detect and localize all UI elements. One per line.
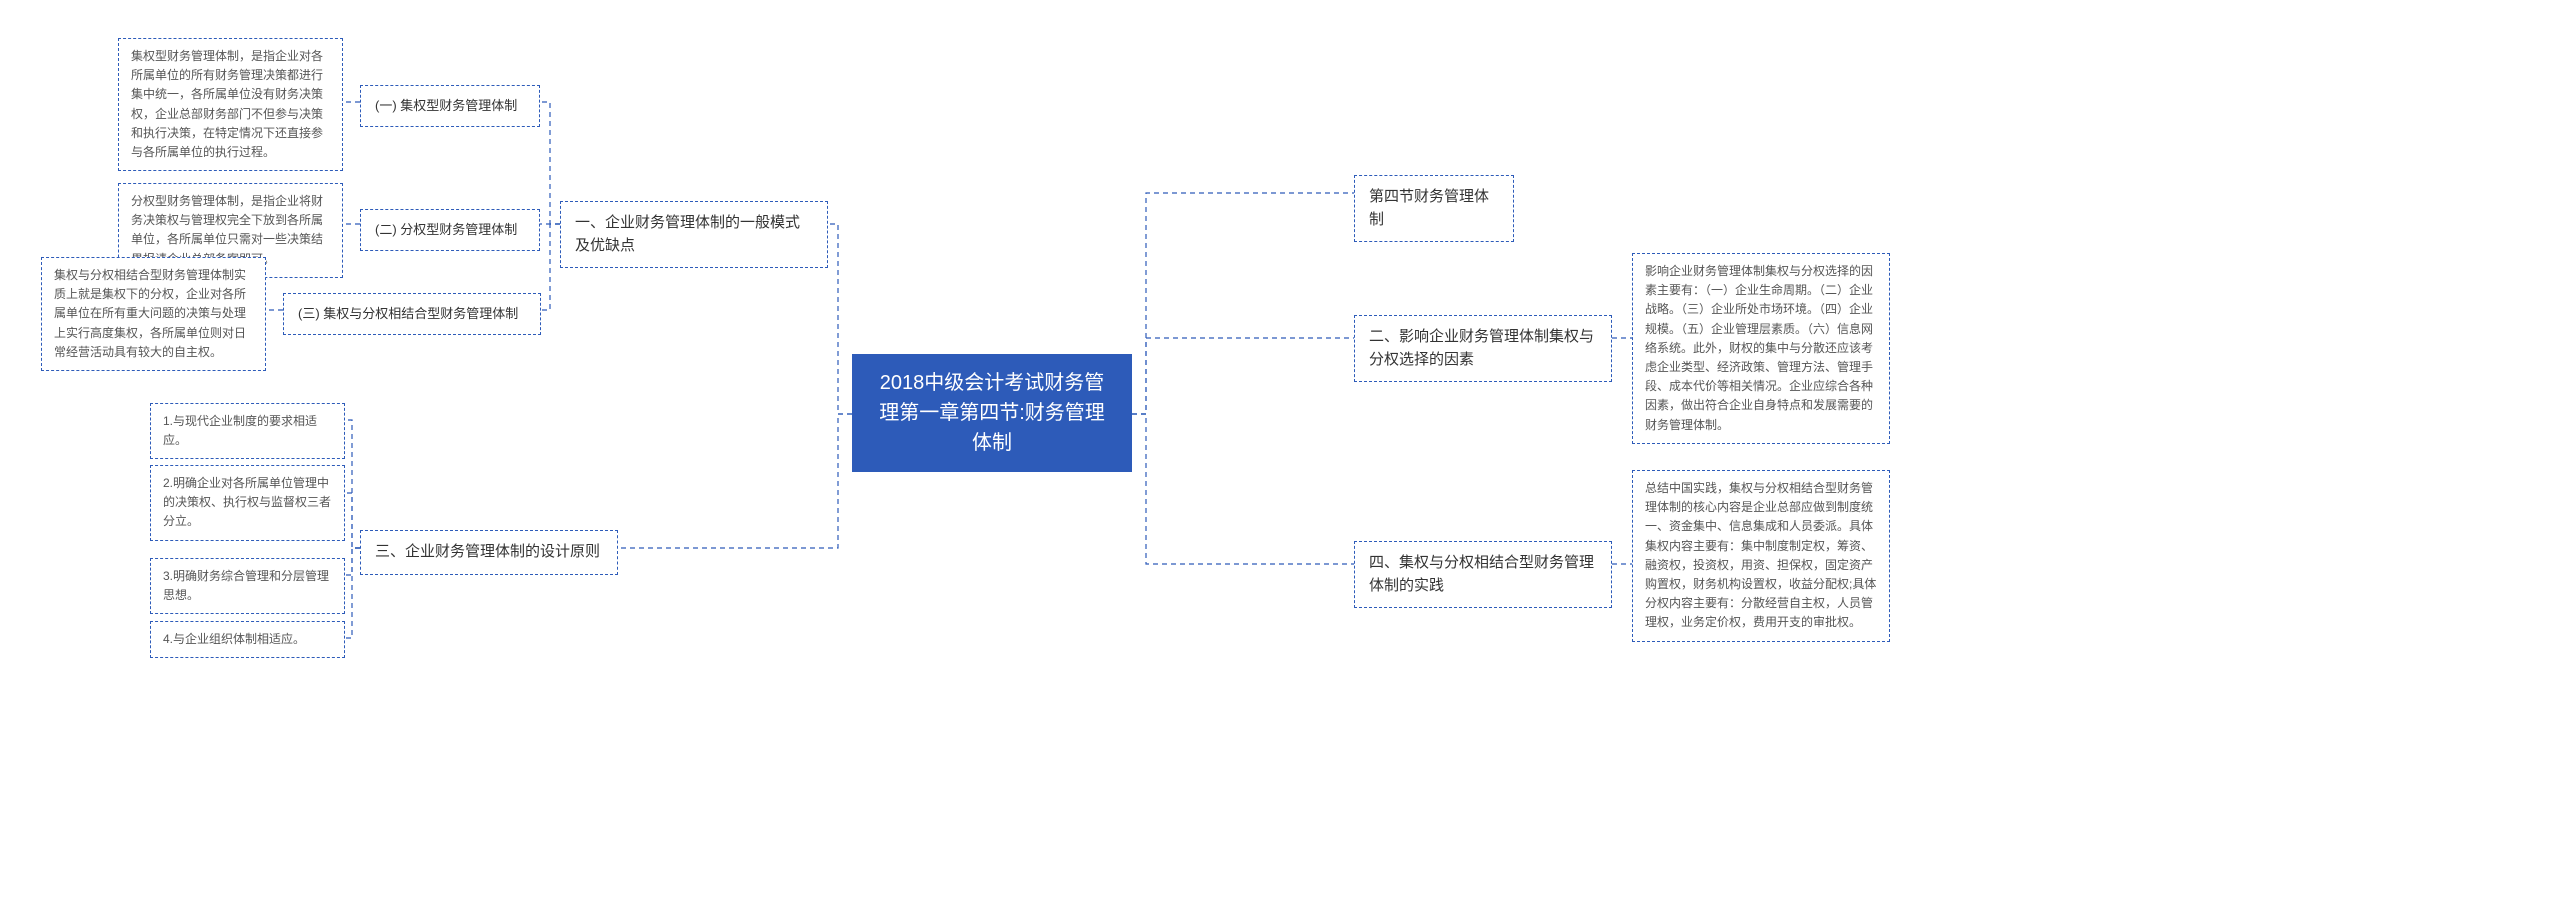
branch-right-1[interactable]: 第四节财务管理体制 [1354, 175, 1514, 242]
branch-left-1[interactable]: 一、企业财务管理体制的一般模式及优缺点 [560, 201, 828, 268]
leaf-r2: 影响企业财务管理体制集权与分权选择的因素主要有：（一）企业生命周期。（二）企业战… [1632, 253, 1890, 444]
leaf-1c: 集权与分权相结合型财务管理体制实质上就是集权下的分权，企业对各所属单位在所有重大… [41, 257, 266, 371]
leaf-r3: 总结中国实践，集权与分权相结合型财务管理体制的核心内容是企业总部应做到制度统一、… [1632, 470, 1890, 642]
sub-1b[interactable]: (二) 分权型财务管理体制 [360, 209, 540, 251]
root-node[interactable]: 2018中级会计考试财务管理第一章第四节:财务管理体制 [852, 354, 1132, 472]
sub-3d[interactable]: 4.与企业组织体制相适应。 [150, 621, 345, 658]
branch-right-2[interactable]: 二、影响企业财务管理体制集权与分权选择的因素 [1354, 315, 1612, 382]
leaf-1a: 集权型财务管理体制，是指企业对各所属单位的所有财务管理决策都进行集中统一，各所属… [118, 38, 343, 171]
sub-3a[interactable]: 1.与现代企业制度的要求相适应。 [150, 403, 345, 459]
branch-right-3[interactable]: 四、集权与分权相结合型财务管理体制的实践 [1354, 541, 1612, 608]
connector-layer [0, 0, 2560, 906]
sub-3b[interactable]: 2.明确企业对各所属单位管理中的决策权、执行权与监督权三者分立。 [150, 465, 345, 541]
branch-left-3[interactable]: 三、企业财务管理体制的设计原则 [360, 530, 618, 575]
sub-1c[interactable]: (三) 集权与分权相结合型财务管理体制 [283, 293, 541, 335]
sub-3c[interactable]: 3.明确财务综合管理和分层管理思想。 [150, 558, 345, 614]
sub-1a[interactable]: (一) 集权型财务管理体制 [360, 85, 540, 127]
